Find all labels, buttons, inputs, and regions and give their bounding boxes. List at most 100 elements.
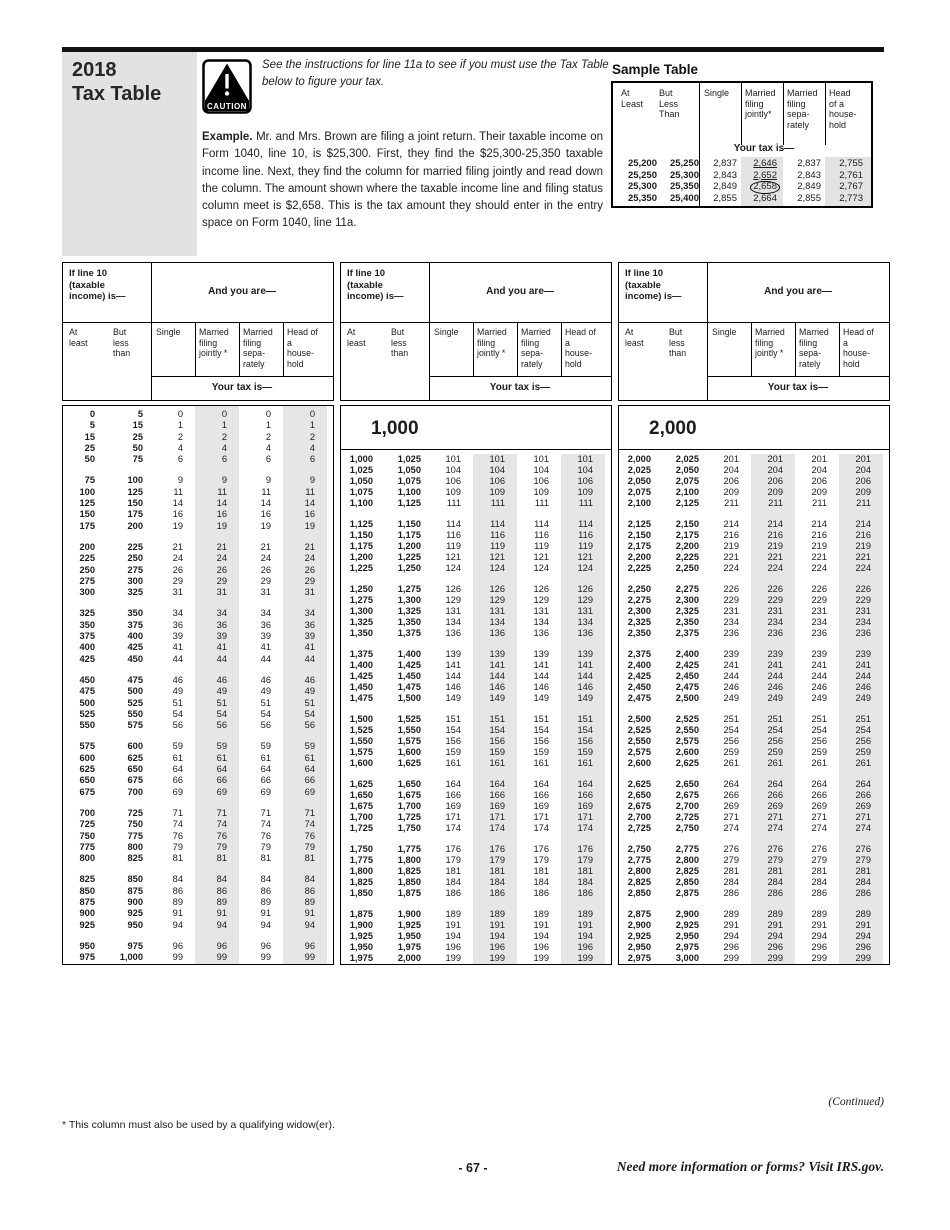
header-hoh: Head of a house- hold (287, 327, 318, 369)
cell: 134 (577, 617, 593, 627)
cell: 281 (855, 866, 871, 876)
tax-row: 2,825 2,850 284 284 284 284 (619, 877, 889, 888)
cell: 159 (445, 747, 461, 757)
cell: 1,725 (349, 823, 373, 833)
cell: 289 (723, 909, 739, 919)
tax-row: 1,850 1,875 186 186 186 186 (341, 888, 611, 899)
cell: 2,925 (675, 920, 699, 930)
cell: 281 (811, 866, 827, 876)
row-group: 1,125 1,150 114 114 114 114 1,150 1,175 116 116 11… (341, 519, 611, 574)
table-body: 2,000 2,000 2,025 201 201 201 201 2,025 2,050 204… (618, 405, 890, 965)
cell: 2,700 (627, 812, 651, 822)
cell: 164 (489, 779, 505, 789)
cell: 139 (577, 649, 593, 659)
cell: 2,400 (675, 649, 699, 659)
cell: 174 (577, 823, 593, 833)
cell: 104 (577, 465, 593, 475)
cell: 116 (490, 530, 505, 540)
cell: 2,755 (839, 158, 863, 169)
cell: 2,675 (675, 790, 699, 800)
cell: 149 (445, 693, 461, 703)
cell: 174 (489, 823, 505, 833)
cell: 274 (723, 823, 739, 833)
cell: 36 (304, 619, 315, 630)
cell: 14 (172, 498, 183, 509)
cell: 114 (490, 519, 505, 529)
cell: 76 (304, 830, 315, 841)
tax-row: 1,425 1,450 144 144 144 144 (341, 671, 611, 682)
cell: 2,875 (627, 909, 651, 919)
cell: 66 (172, 775, 183, 786)
cell: 900 (79, 908, 95, 919)
shade-band (473, 454, 517, 964)
cell: 169 (489, 801, 505, 811)
cell: 2 (221, 431, 227, 442)
cell: 294 (767, 931, 783, 941)
divider (517, 323, 518, 376)
cell: 91 (260, 908, 271, 919)
cell: 2,664 (753, 192, 777, 204)
cell: 179 (533, 855, 549, 865)
cell: 71 (216, 807, 227, 818)
cell: 279 (811, 855, 827, 865)
cell: 1,600 (349, 758, 373, 768)
cell: 1,775 (349, 855, 373, 865)
cell: 79 (172, 841, 183, 852)
cell: 2,855 (713, 192, 737, 204)
cell: 25,200 (627, 158, 657, 169)
cell: 200 (79, 541, 95, 552)
tax-row: 2,375 2,400 239 239 239 239 (619, 649, 889, 660)
cell: 300 (79, 587, 95, 598)
cell: 271 (855, 812, 871, 822)
cell: 2,350 (675, 617, 699, 627)
cell: 14 (304, 498, 315, 509)
cell: 81 (216, 853, 227, 864)
cell: 289 (855, 909, 871, 919)
cell: 25,350 (627, 192, 657, 204)
cell: 21 (304, 541, 315, 552)
cell: 229 (767, 595, 783, 605)
cell: 2,843 (797, 169, 821, 181)
cell: 239 (855, 649, 871, 659)
tax-row: 525 550 54 54 54 54 (63, 709, 333, 720)
cell: 106 (533, 476, 549, 486)
cell: 204 (767, 465, 783, 475)
cell: 475 (79, 686, 95, 697)
cell: 750 (79, 830, 95, 841)
tax-row: 1,075 1,100 109 109 109 109 (341, 487, 611, 498)
cell: 1,575 (397, 736, 421, 746)
cell: 164 (577, 779, 593, 789)
cell: 196 (489, 942, 505, 952)
cell: 400 (127, 631, 143, 642)
cell: 1,675 (397, 790, 421, 800)
cell: 299 (855, 953, 871, 963)
cell: 21 (216, 541, 227, 552)
cell: 51 (304, 697, 315, 708)
cell: 19 (172, 520, 183, 531)
cell: 325 (79, 608, 95, 619)
cell: 161 (533, 758, 549, 768)
cell: 294 (811, 931, 827, 941)
cell: 174 (533, 823, 549, 833)
cell: 264 (811, 779, 827, 789)
cell: 34 (304, 608, 315, 619)
header-single: Single (712, 327, 737, 337)
cell: 246 (723, 682, 739, 692)
row-group: 1,250 1,275 126 126 126 126 1,275 1,300 129 129 12… (341, 584, 611, 639)
shade-band (839, 454, 883, 964)
cell: 6 (221, 454, 227, 465)
cell: 850 (127, 874, 143, 885)
cell: 6 (265, 454, 271, 465)
irs-info-note: Need more information or forms? Visit IR… (616, 1159, 884, 1174)
cell: 1,525 (397, 714, 421, 724)
cell: 119 (534, 541, 549, 551)
cell: 106 (577, 476, 593, 486)
cell: 116 (534, 530, 549, 540)
caution-note: See the instructions for line 11a to see… (262, 59, 609, 88)
cell: 150 (79, 509, 95, 520)
cell: 136 (533, 628, 549, 638)
cell: 5 (89, 420, 95, 431)
cell: 141 (445, 660, 461, 670)
tax-row: 15 25 2 2 2 2 (63, 432, 333, 443)
cell: 475 (127, 674, 143, 685)
